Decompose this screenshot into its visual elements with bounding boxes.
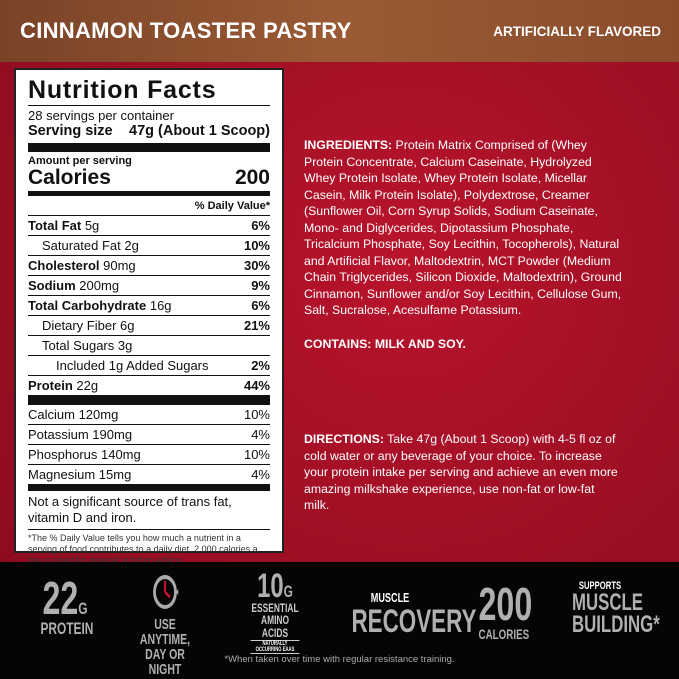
badge-calories: 200 CALORIES (478, 578, 533, 642)
product-info: INGREDIENTS: Protein Matrix Comprised of… (304, 137, 622, 514)
divider (28, 396, 270, 405)
trans-fat-note: Not a significant source of trans fat, v… (28, 491, 270, 530)
label-title: Nutrition Facts (28, 76, 217, 104)
badge-eaa: 10G ESSENTIAL AMINO ACIDS NATURALLY OCCU… (250, 567, 300, 654)
divider (28, 143, 270, 152)
nutrient-row: Included 1g Added Sugars 2% (28, 356, 270, 376)
allergens: CONTAINS: MILK AND SOY. (304, 336, 466, 351)
badge-anytime: USE ANYTIME, DAY OR NIGHT (134, 572, 197, 677)
dv-footnote: *The % Daily Value tells you how much a … (28, 533, 258, 565)
mineral-row: Potassium 190mg 4% (28, 425, 270, 445)
nutrient-row: Dietary Fiber 6g 21% (28, 316, 270, 336)
nutrient-row: Total Fat 5g 6% (28, 216, 270, 236)
servings: 28 servings per container (28, 108, 174, 123)
flavor-title: CINNAMON TOASTER PASTRY (20, 18, 352, 43)
nutrient-row: Total Sugars 3g (28, 336, 270, 356)
nutrient-row: Sodium 200mg 9% (28, 276, 270, 296)
clock-icon (153, 575, 179, 609)
amount-per-serving: Amount per serving (28, 155, 132, 167)
nutrient-row: Cholesterol 90mg 30% (28, 256, 270, 276)
badge-muscle-building: SUPPORTS MUSCLE BUILDING* (572, 580, 660, 638)
mineral-row: Calcium 120mg 10% (28, 405, 270, 425)
flavor-note: ARTIFICIALLY FLAVORED (493, 23, 661, 39)
calories: Calories 200 (28, 166, 270, 189)
header-bar: CINNAMON TOASTER PASTRY ARTIFICIALLY FLA… (0, 0, 679, 62)
benefits-bar: 22G PROTEIN USE ANYTIME, DAY OR NIGHT 10… (0, 562, 679, 679)
disclaimer: *When taken over time with regular resis… (224, 654, 455, 665)
divider (28, 485, 270, 491)
dv-header: % Daily Value* (28, 198, 270, 216)
badge-recovery: MUSCLE RECOVERY (351, 590, 477, 639)
nutrition-facts-label: Nutrition Facts 28 servings per containe… (14, 68, 284, 565)
nutrient-row: Saturated Fat 2g 10% (28, 236, 270, 256)
directions: DIRECTIONS: Take 47g (About 1 Scoop) wit… (304, 432, 618, 512)
mineral-row: Magnesium 15mg 4% (28, 465, 270, 485)
ingredients: INGREDIENTS: Protein Matrix Comprised of… (304, 138, 622, 317)
nutrient-row: Protein 22g 44% (28, 376, 270, 396)
badge-protein: 22G PROTEIN (40, 572, 94, 638)
serving-size: Serving size 47g (About 1 Scoop) (28, 123, 270, 139)
mineral-row: Phosphorus 140mg 10% (28, 445, 270, 465)
nutrient-row: Total Carbohydrate 16g 6% (28, 296, 270, 316)
divider (28, 191, 270, 196)
